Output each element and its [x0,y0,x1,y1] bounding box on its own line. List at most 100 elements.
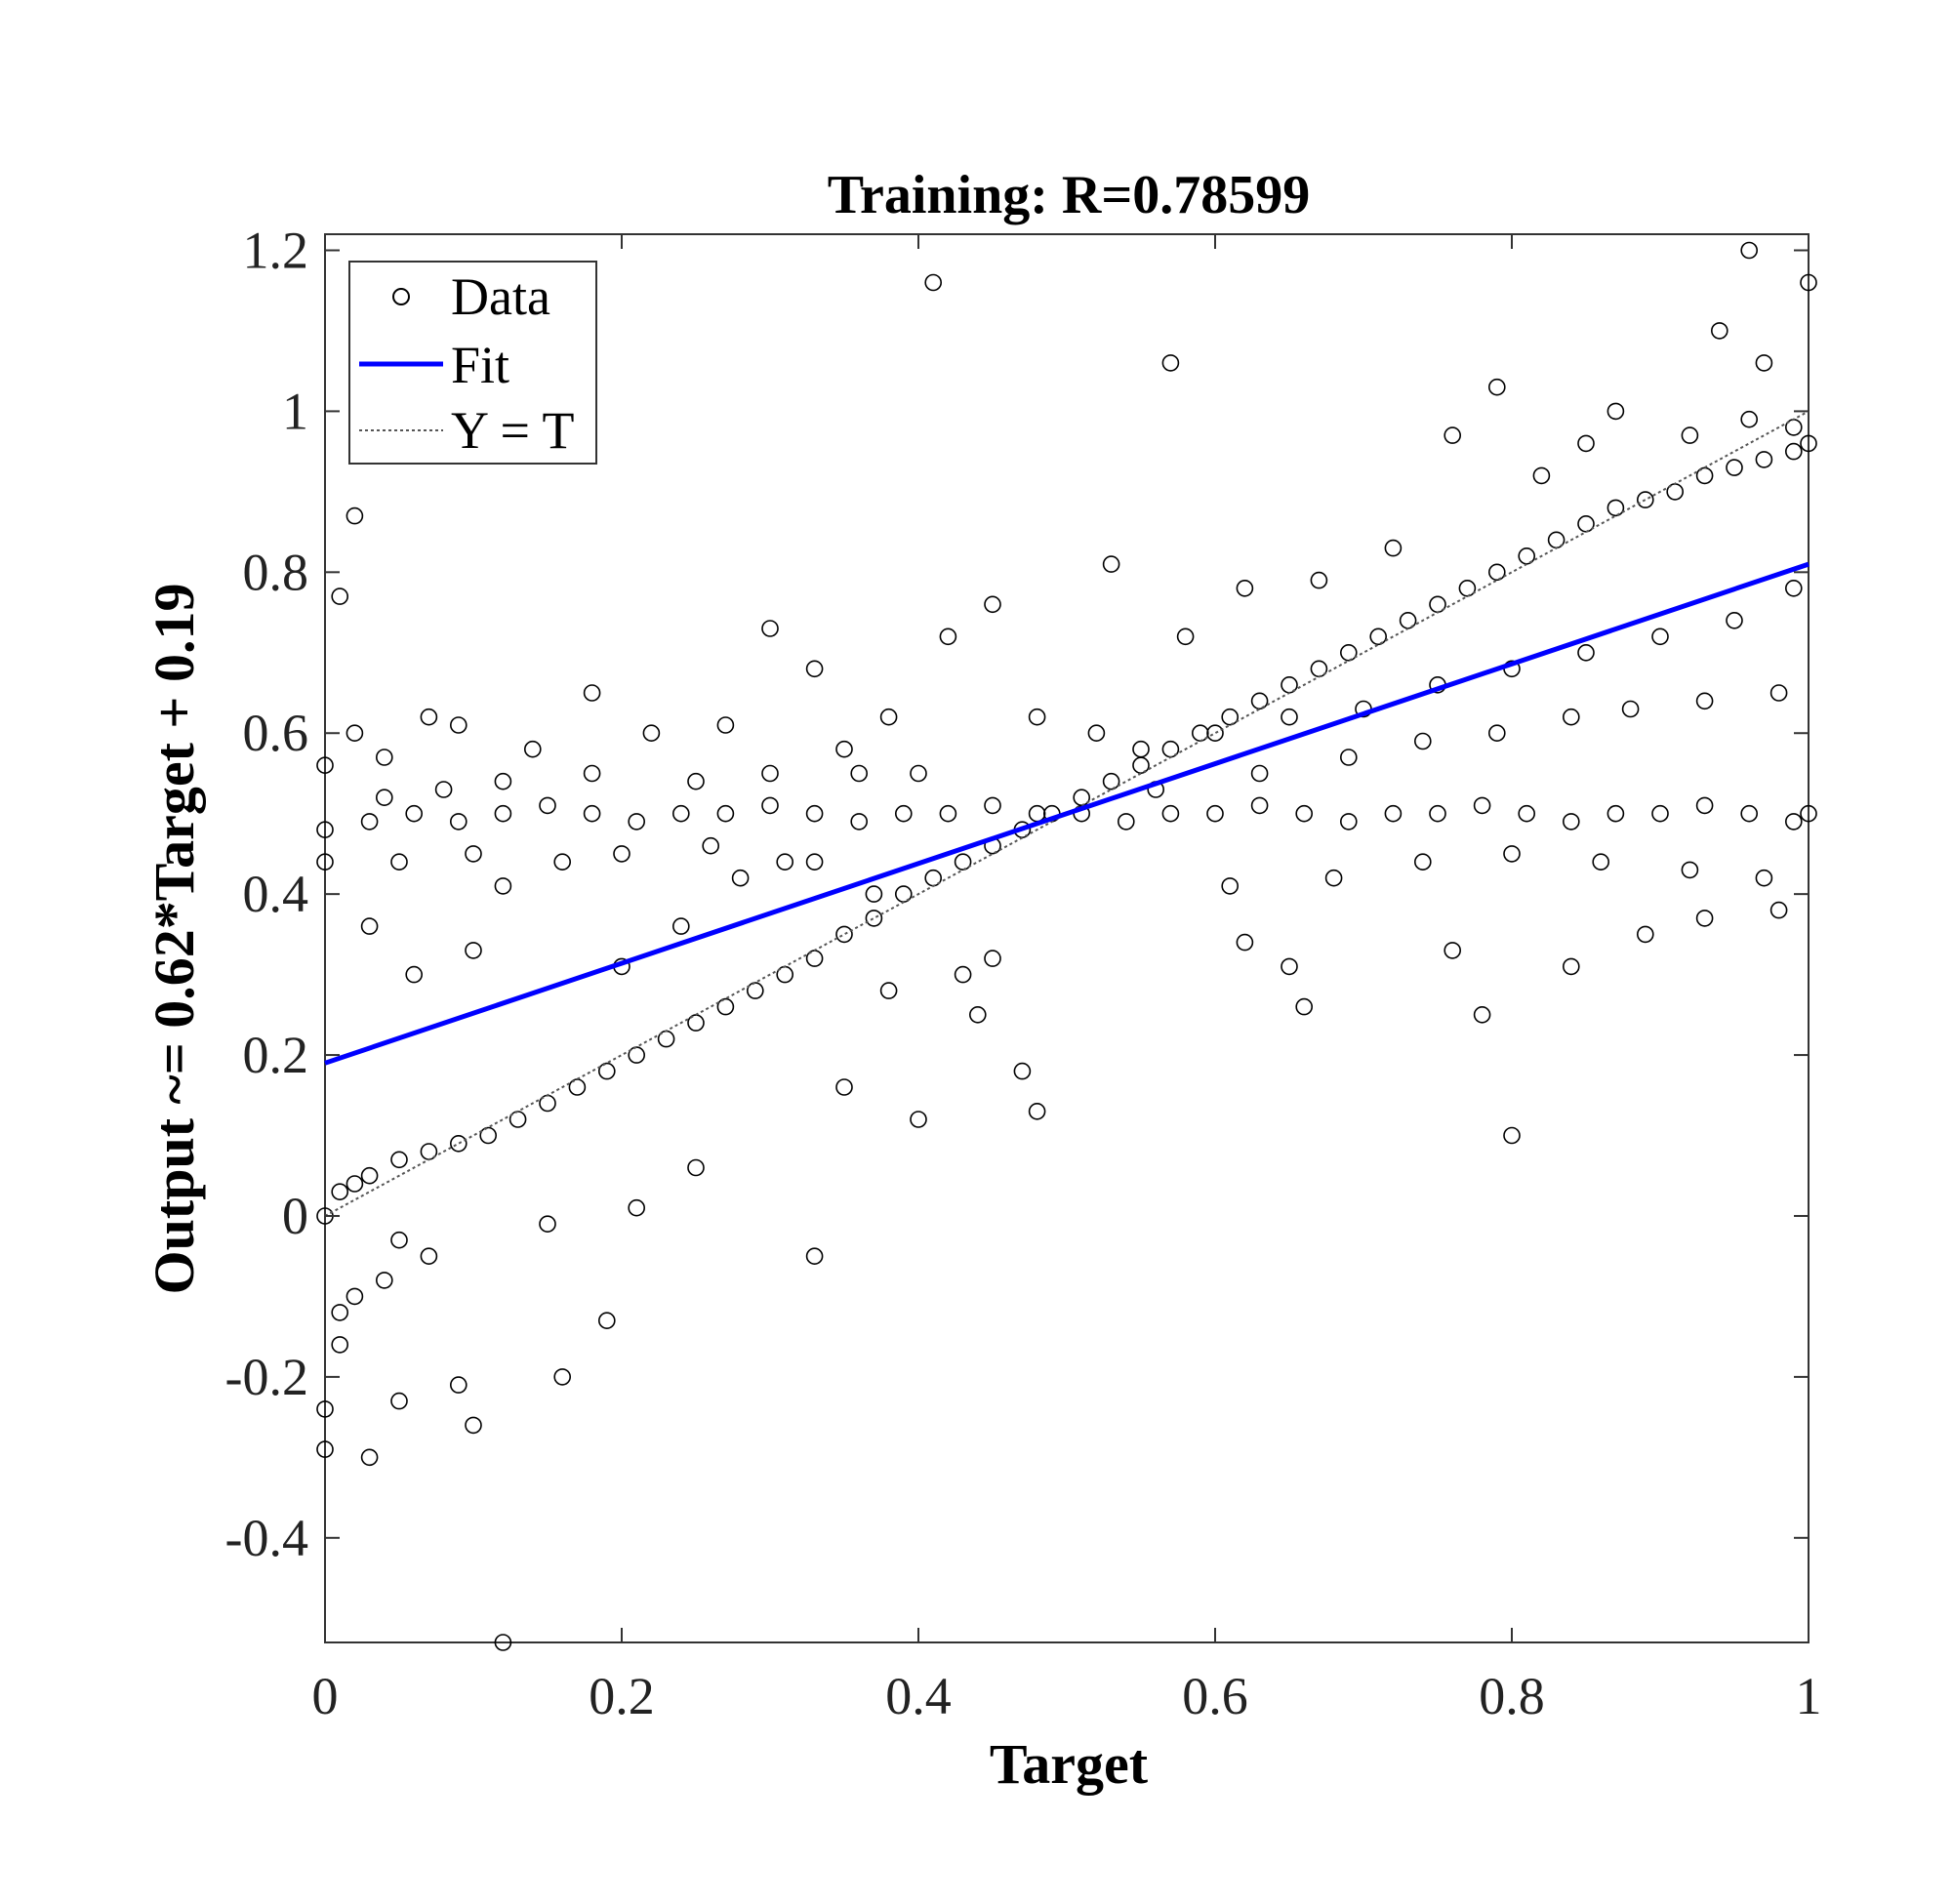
data-point [1013,1062,1032,1080]
data-point [494,772,512,790]
data-point [1295,997,1313,1016]
data-point [479,1126,498,1145]
data-point [939,628,957,646]
data-point [924,273,943,292]
y-tick-label: 0.2 [243,1026,309,1084]
x-tick-label: 0 [312,1667,339,1725]
data-point [702,836,720,855]
data-point [954,853,972,871]
x-tick-label: 1 [1796,1667,1822,1725]
data-point [671,917,690,935]
data-point [1102,772,1120,790]
data-point [494,877,512,895]
data-point [1473,796,1491,815]
plot-area [324,233,1810,1643]
data-point [390,1392,408,1410]
data-point [687,772,705,790]
data-point [1518,804,1535,823]
data-point [465,1416,482,1435]
data-point [1800,273,1817,292]
data-point [375,1272,393,1289]
data-point [850,764,869,783]
data-point [331,1183,349,1200]
data-point [1711,322,1728,340]
data-point [1369,628,1387,646]
x-tick-label: 0.2 [589,1667,655,1725]
data-point [716,997,735,1016]
data-point [1250,692,1269,710]
data-point [390,1151,408,1169]
data-point [494,804,512,823]
data-point [879,982,898,999]
data-point [553,1368,572,1386]
data-point [850,813,869,830]
data-points [316,241,1817,1651]
x-axis-ticks: 0 0.2 0.4 0.6 0.8 1 [312,234,1822,1725]
data-point [316,1440,334,1458]
data-point [910,764,927,783]
legend-data-marker [392,288,410,305]
data-point [1161,354,1180,372]
data-point [1028,1103,1046,1120]
data-point [805,853,824,871]
data-point [316,756,334,775]
data-point [1488,378,1506,396]
data-point [360,1166,379,1185]
data-point [1726,459,1743,476]
data-point [1028,708,1046,726]
data-point [568,1078,587,1096]
data-point [1281,957,1298,976]
data-point [583,804,601,823]
data-point [1577,434,1595,453]
data-point [1637,491,1654,508]
data-point [420,1247,438,1265]
fit-line [324,561,1810,1066]
y-tick-label: -0.4 [225,1509,308,1567]
data-point [1563,708,1580,726]
data-point [731,869,750,887]
data-point [761,764,779,783]
data-point [939,804,957,823]
data-point [449,1135,468,1153]
data-point [494,1634,512,1651]
data-point [434,781,453,798]
y-tick-label: 0 [282,1187,308,1245]
data-point [1681,861,1699,879]
data-point [405,965,424,984]
data-point [1295,804,1313,823]
data-point [405,804,424,823]
data-point [1458,579,1477,597]
data-point [1695,796,1714,815]
data-point [523,740,542,758]
data-point [316,1400,334,1418]
data-point [1206,804,1224,823]
data-point [984,796,1001,815]
data-point [1161,804,1180,823]
x-tick-label: 0.6 [1182,1667,1248,1725]
data-point [1800,434,1817,453]
data-point [716,804,735,823]
data-point [1563,957,1580,976]
data-point [1429,804,1446,823]
data-point [1281,708,1298,726]
y-tick-label: 0.6 [243,704,309,762]
data-point [449,813,468,830]
data-point [984,950,1001,967]
data-point [346,724,364,743]
data-point [1755,869,1773,887]
data-point [465,845,482,863]
y-tick-label: 1 [282,382,308,440]
x-tick-label: 0.4 [885,1667,952,1725]
data-point [360,917,379,935]
data-point [1606,402,1625,421]
y-tick-label: 0.8 [243,543,309,601]
y-axis-ticks: -0.4 -0.2 0 0.2 0.4 0.6 0.8 1 1.2 [225,221,1809,1567]
data-point [1621,700,1640,718]
data-point [1132,740,1150,758]
data-point [1563,813,1580,830]
data-point [316,821,334,839]
data-point [628,1046,646,1064]
data-point [1681,426,1699,444]
data-point [1102,555,1120,573]
